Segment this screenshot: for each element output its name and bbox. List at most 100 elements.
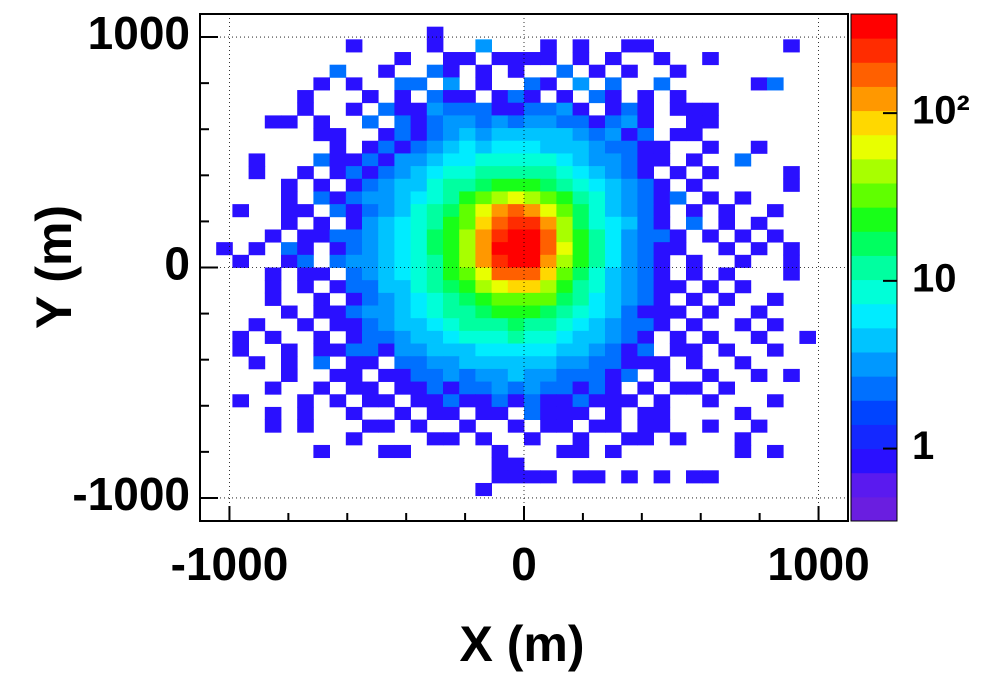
y-tick-label: 0: [164, 238, 190, 290]
heatmap-cell: [475, 102, 492, 116]
heatmap-cell: [378, 356, 395, 369]
heatmap-cell: [572, 178, 590, 192]
heatmap-cell: [540, 90, 557, 103]
heatmap-cell: [767, 292, 784, 306]
heatmap-cell: [686, 141, 703, 154]
heatmap-cell: [491, 457, 509, 471]
heatmap-cell: [264, 419, 282, 433]
heatmap-cell: [297, 394, 314, 408]
heatmap-cell: [443, 381, 460, 395]
heatmap-cell: [249, 268, 266, 281]
heatmap-cell: [232, 458, 249, 471]
heatmap-cell: [491, 242, 509, 256]
heatmap-cell: [718, 267, 735, 281]
heatmap-cell: [216, 369, 233, 382]
heatmap-cell: [378, 444, 395, 459]
heatmap-cell: [297, 52, 314, 65]
heatmap-cell: [232, 52, 249, 65]
heatmap-cell: [621, 394, 638, 408]
heatmap-cell: [249, 445, 266, 458]
heatmap-cell: [426, 64, 444, 78]
heatmap-cell: [573, 14, 590, 27]
heatmap-cell: [378, 52, 395, 65]
heatmap-cell: [491, 102, 509, 116]
heatmap-cell: [799, 470, 816, 483]
heatmap-cell: [507, 305, 525, 319]
heatmap-cell: [767, 65, 784, 78]
heatmap-cell: [718, 128, 735, 141]
heatmap-cell: [735, 52, 752, 65]
heatmap-cell: [653, 77, 671, 91]
heatmap-cell: [686, 306, 703, 319]
heatmap-cell: [346, 394, 363, 407]
heatmap-cell: [265, 204, 282, 217]
heatmap-cell: [783, 39, 800, 53]
heatmap-cell: [492, 508, 509, 521]
heatmap-cell: [426, 102, 444, 116]
heatmap-cell: [702, 102, 719, 116]
heatmap-cell: [443, 406, 460, 420]
heatmap-cell: [588, 394, 606, 408]
heatmap-cell: [313, 458, 330, 471]
heatmap-cell: [362, 483, 379, 496]
heatmap-cell: [249, 217, 266, 230]
heatmap-cell: [783, 103, 800, 116]
heatmap-cell: [410, 368, 428, 382]
heatmap-cell: [265, 191, 282, 204]
heatmap-cell: [265, 217, 282, 230]
heatmap-cell: [816, 407, 833, 420]
heatmap-cell: [767, 331, 784, 344]
heatmap-cell: [313, 356, 330, 370]
heatmap-cell: [345, 406, 363, 420]
heatmap-cell: [767, 77, 784, 91]
heatmap-cell: [621, 216, 638, 230]
heatmap-cell: [508, 77, 525, 90]
heatmap-cell: [524, 216, 541, 230]
heatmap-cell: [410, 254, 428, 268]
heatmap-cell: [313, 496, 330, 509]
heatmap-cell: [297, 179, 314, 192]
heatmap-cell: [799, 115, 816, 128]
heatmap-cell: [767, 179, 784, 192]
heatmap-cell: [313, 141, 330, 154]
heatmap-cell: [637, 381, 654, 395]
heatmap-cell: [751, 356, 768, 369]
heatmap-cell: [362, 204, 379, 218]
heatmap-cell: [605, 318, 622, 332]
heatmap-cell: [540, 140, 557, 154]
heatmap-cell: [718, 432, 735, 445]
heatmap-cell: [265, 432, 282, 445]
heatmap-cell: [394, 65, 411, 78]
heatmap-cell: [475, 242, 492, 256]
heatmap-cell: [345, 216, 363, 230]
heatmap-cell: [313, 27, 330, 40]
heatmap-cell: [588, 242, 606, 256]
heatmap-cell: [329, 394, 347, 408]
heatmap-cell: [799, 483, 816, 496]
heatmap-cell: [735, 65, 752, 78]
heatmap-cell: [589, 458, 606, 471]
heatmap-cell: [394, 140, 411, 154]
heatmap-cell: [394, 280, 411, 294]
heatmap-cell: [507, 292, 525, 306]
heatmap-cell: [686, 191, 703, 204]
heatmap-cell: [459, 407, 476, 420]
heatmap-cell: [832, 90, 849, 103]
heatmap-cell: [540, 39, 557, 53]
heatmap-cell: [378, 115, 395, 128]
heatmap-cell: [735, 166, 752, 179]
colorbar-band: [851, 62, 897, 87]
heatmap-cell: [621, 242, 638, 256]
heatmap-cell: [816, 268, 833, 281]
heatmap-cell: [637, 90, 654, 104]
heatmap-cell: [653, 204, 671, 218]
heatmap-cell: [443, 115, 460, 129]
heatmap-cell: [281, 14, 298, 27]
heatmap-cell: [702, 356, 719, 369]
heatmap-cell: [345, 229, 363, 243]
heatmap-cell: [751, 255, 768, 268]
heatmap-cell: [378, 330, 395, 344]
heatmap-cell: [556, 242, 573, 256]
colorbar-band: [851, 352, 897, 377]
heatmap-cell: [443, 267, 460, 281]
